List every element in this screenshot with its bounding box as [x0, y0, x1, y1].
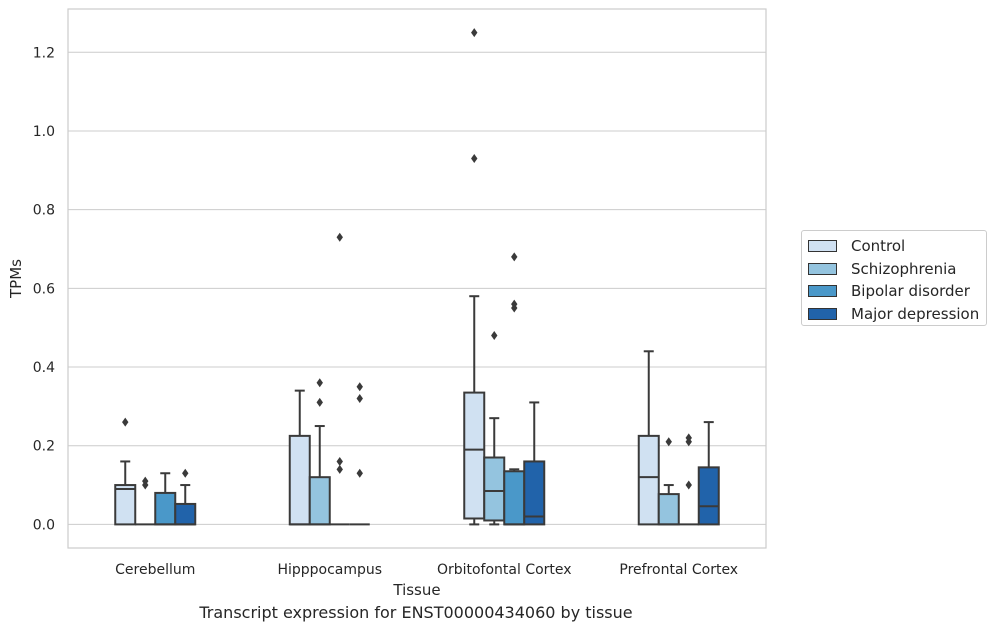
- outlier-point-0: [665, 437, 672, 447]
- legend-swatch-schizophrenia: [808, 262, 837, 275]
- y-tick-label-3: 0.6: [33, 281, 55, 297]
- box-schizophrenia-1: [308, 378, 331, 526]
- legend-label-major-depression: Major depression: [851, 304, 980, 323]
- outlier-point-1: [471, 28, 478, 38]
- figure-caption: Transcript expression for ENST0000043406…: [199, 603, 633, 622]
- outlier-point-1: [356, 393, 363, 403]
- y-tick-label-4: 0.8: [33, 203, 55, 219]
- box-body: [463, 391, 486, 520]
- box-body: [114, 484, 137, 526]
- outlier-point-0: [336, 464, 343, 474]
- outlier-point-1: [316, 378, 323, 388]
- box-control-1: [288, 389, 311, 526]
- legend-swatch-major-depression: [808, 307, 837, 320]
- y-tick-label-5: 1.0: [33, 124, 55, 140]
- y-tick-label-2: 0.4: [33, 360, 55, 376]
- box-body: [288, 434, 311, 526]
- outlier-point-0: [356, 468, 363, 478]
- y-tick-label-6: 1.2: [33, 45, 55, 61]
- box-body: [154, 491, 177, 526]
- outlier-point-1: [142, 476, 149, 486]
- box-schizophrenia-0: [135, 476, 156, 526]
- outlier-point-0: [316, 397, 323, 407]
- box-bipolar-disorder-0: [154, 472, 177, 526]
- box-major-depression-1: [349, 382, 370, 526]
- legend-item-bipolar-disorder: Bipolar disorder: [808, 280, 986, 303]
- legend-item-control: Control: [808, 235, 986, 258]
- box-major-depression-2: [523, 401, 546, 526]
- box-body: [697, 466, 720, 526]
- box-body: [308, 476, 331, 526]
- outlier-point-1: [511, 299, 518, 309]
- y-tick-label-0: 0.0: [33, 517, 55, 533]
- legend-item-schizophrenia: Schizophrenia: [808, 258, 986, 281]
- outlier-point-0: [491, 331, 498, 341]
- box-body: [503, 470, 526, 526]
- box-bipolar-disorder-2: [503, 252, 526, 526]
- legend-label-schizophrenia: Schizophrenia: [851, 259, 957, 278]
- box-control-2: [463, 28, 486, 526]
- outlier-point-2: [336, 232, 343, 242]
- x-tick-label-1: Hipppocampus: [277, 562, 382, 578]
- box-control-0: [114, 417, 137, 526]
- box-bipolar-disorder-3: [678, 433, 699, 526]
- x-tick-label-0: Cerebellum: [115, 562, 195, 578]
- box-schizophrenia-3: [657, 437, 680, 526]
- legend-label-control: Control: [851, 237, 906, 256]
- box-body: [637, 434, 660, 526]
- y-tick-label-1: 0.2: [33, 439, 55, 455]
- x-tick-label-2: Orbitofontal Cortex: [437, 562, 572, 578]
- plot-frame: [67, 8, 767, 549]
- box-body: [483, 456, 506, 522]
- outlier-point-0: [471, 154, 478, 164]
- box-body: [657, 493, 680, 526]
- box-body: [174, 502, 197, 526]
- box-schizophrenia-2: [483, 331, 506, 526]
- outlier-point-2: [511, 252, 518, 262]
- outlier-point-0: [685, 480, 692, 490]
- outlier-point-0: [182, 468, 189, 478]
- legend: Control Schizophrenia Bipolar disorder M…: [801, 230, 987, 326]
- box-major-depression-3: [697, 421, 720, 526]
- legend-item-major-depression: Major depression: [808, 303, 986, 326]
- outlier-point-2: [356, 382, 363, 392]
- outlier-point-0: [122, 417, 129, 427]
- legend-label-bipolar-disorder: Bipolar disorder: [851, 282, 970, 301]
- legend-swatch-bipolar-disorder: [808, 285, 837, 298]
- box-major-depression-0: [174, 468, 197, 526]
- outlier-point-2: [685, 433, 692, 443]
- y-axis-label: TPMs: [7, 259, 25, 299]
- box-body: [523, 460, 546, 526]
- legend-swatch-control: [808, 240, 837, 253]
- outlier-point-1: [336, 456, 343, 466]
- x-axis-label: Tissue: [392, 581, 440, 599]
- x-tick-label-3: Prefrontal Cortex: [619, 562, 738, 578]
- box-control-3: [637, 350, 660, 526]
- box-bipolar-disorder-1: [329, 232, 350, 526]
